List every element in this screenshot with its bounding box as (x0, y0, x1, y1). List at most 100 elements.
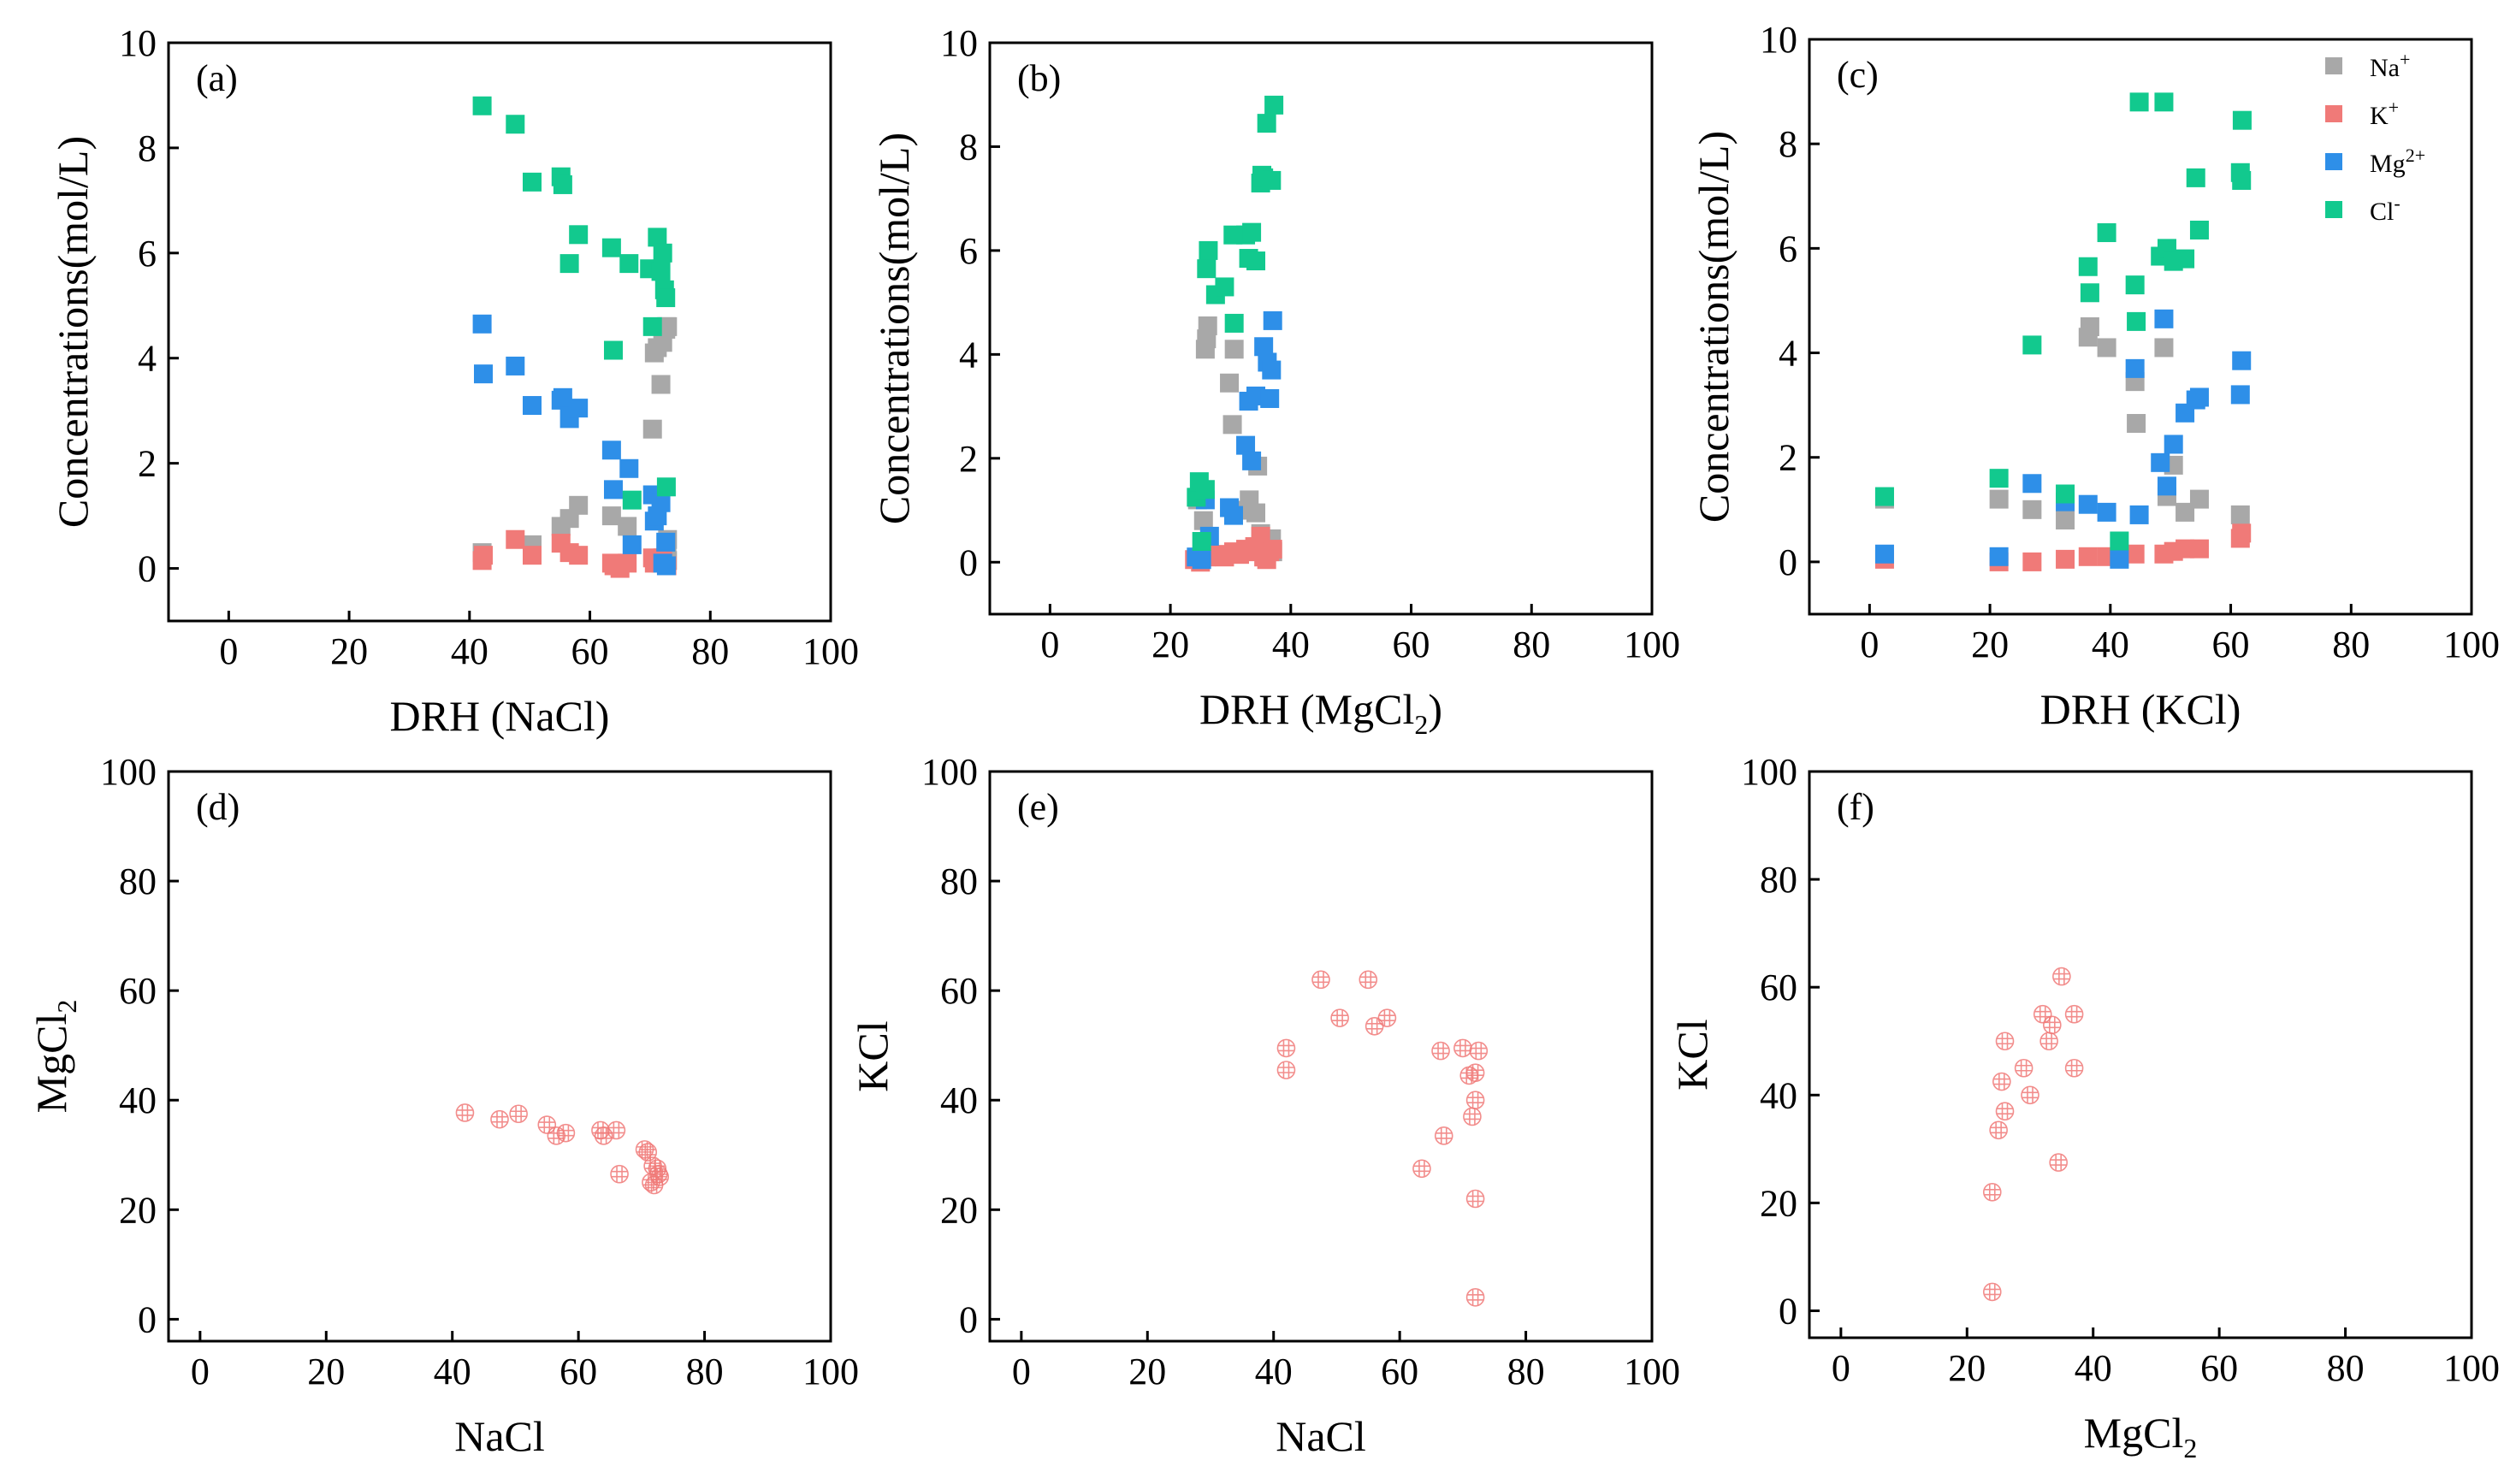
point-marker (1465, 1189, 1485, 1209)
point-cl-ion (522, 172, 542, 192)
point-cl-ion (1262, 170, 1282, 190)
point-cl-ion (2097, 223, 2116, 243)
plot-frame (167, 770, 832, 1343)
y-tick-label: 8 (1779, 123, 1797, 165)
point-marker (1995, 1102, 2015, 1120)
x-tick-label: 0 (1040, 624, 1059, 665)
point-marker (1995, 1032, 2015, 1051)
point-mg-ion (619, 458, 639, 478)
point-mg-ion (1254, 337, 1274, 357)
point-cl-ion (2022, 335, 2042, 355)
y-tick-label: 6 (138, 233, 157, 275)
point-marker (537, 1115, 557, 1134)
x-tick-label: 20 (1948, 1347, 1986, 1389)
point-cl-ion (1257, 114, 1276, 133)
point-marker (1311, 970, 1330, 990)
point-cl-ion (1242, 222, 1262, 242)
point-na-ion (1989, 489, 2009, 509)
point-cl-ion (603, 340, 623, 360)
x-axis-label: MgCl2 (2084, 1409, 2198, 1463)
y-tick-label: 2 (138, 443, 157, 485)
point-marker (1431, 1041, 1450, 1061)
y-tick-label: 0 (1779, 1290, 1797, 1332)
x-tick-label: 80 (1507, 1351, 1545, 1392)
point-na-ion (2176, 502, 2195, 522)
point-mg-ion (553, 387, 572, 407)
y-tick-label: 0 (959, 1298, 978, 1340)
point-marker (1465, 1287, 1485, 1307)
x-tick-label: 100 (1624, 624, 1680, 665)
point-marker (610, 1164, 629, 1184)
panel-tag: (c) (1837, 54, 1879, 96)
point-mg-ion (1192, 550, 1211, 570)
point-mg-ion (1260, 388, 1280, 408)
y-tick-label: 80 (1760, 859, 1797, 901)
y-tick-label: 60 (119, 970, 157, 1012)
y-tick-label: 2 (959, 438, 978, 480)
y-tick-label: 8 (959, 126, 978, 168)
y-tick-label: 20 (119, 1189, 157, 1231)
panel-d: 0 20 40 60 80 100 0 20 40 60 80 100 (d) NaCl MgCl2 (27, 751, 859, 1460)
point-cl-ion (1264, 95, 1284, 115)
y-tick-label: 60 (940, 970, 978, 1012)
point-mg-ion (1263, 310, 1282, 330)
point-cl-ion (2078, 257, 2098, 276)
x-tick-label: 0 (191, 1351, 210, 1392)
x-tick-label: 40 (1255, 1351, 1293, 1392)
x-axis-label: DRH (MgCl2) (1199, 685, 1442, 740)
point-na-ion (658, 316, 678, 336)
y-tick-label: 10 (119, 22, 157, 64)
point-marker (2021, 1085, 2039, 1105)
point-marker (1453, 1038, 1472, 1058)
y-tick-label: 60 (1760, 967, 1797, 1008)
x-axis-label: NaCl (454, 1412, 545, 1460)
point-k-ion (2125, 544, 2145, 564)
point-cl-ion (2110, 531, 2129, 551)
point-cl-ion (642, 316, 662, 336)
point-marker (1982, 1182, 2002, 1202)
point-cl-ion (2127, 311, 2146, 331)
point-na-ion (1198, 316, 1217, 335)
point-marker (2064, 1004, 2084, 1024)
point-na-ion (2154, 338, 2174, 358)
point-mg-ion (2022, 474, 2042, 494)
y-axis-label: Concentrations(mol/L) (1690, 131, 1738, 523)
point-mg-ion (656, 532, 676, 552)
point-marker (2014, 1058, 2034, 1078)
y-tick-label: 0 (959, 541, 978, 583)
point-na-ion (1193, 511, 1213, 530)
point-na-ion (2127, 414, 2146, 434)
y-tick-label: 40 (940, 1079, 978, 1121)
point-mg-ion (1236, 435, 1256, 455)
y-axis-label: KCl (1668, 1019, 1716, 1090)
point-cl-ion (553, 174, 572, 194)
point-cl-ion (651, 262, 671, 281)
x-tick-label: 40 (434, 1351, 471, 1392)
x-tick-label: 60 (571, 630, 609, 672)
point-k-ion (1263, 540, 1282, 559)
point-cl-ion (2176, 249, 2195, 269)
point-mg-ion (622, 535, 642, 554)
point-mg-ion (522, 396, 542, 416)
x-tick-label: 40 (2075, 1347, 2112, 1389)
point-cl-ion (569, 225, 589, 245)
point-marker (1359, 970, 1378, 990)
point-marker (1465, 1091, 1485, 1110)
point-cl-ion (472, 96, 492, 115)
point-mg-ion (2097, 502, 2116, 522)
point-k-ion (2176, 539, 2195, 559)
point-cl-ion (1215, 277, 1234, 297)
point-mg-ion (1989, 547, 2009, 566)
legend-label-mg: Mg2+ (2370, 145, 2425, 178)
point-marker (2064, 1058, 2084, 1078)
y-tick-label: 0 (138, 548, 157, 590)
x-tick-label: 100 (802, 1351, 859, 1392)
panel-e: 0 20 40 60 80 100 0 20 40 60 80 100 (e) NaCl KCl (849, 751, 1680, 1460)
point-marker (1992, 1072, 2011, 1091)
x-tick-label: 20 (1151, 624, 1189, 665)
point-k-ion (474, 546, 494, 565)
point-na-ion (1220, 373, 1240, 393)
y-tick-label: 40 (119, 1079, 157, 1121)
y-tick-label: 100 (1741, 751, 1797, 793)
point-cl-ion (2232, 170, 2252, 190)
